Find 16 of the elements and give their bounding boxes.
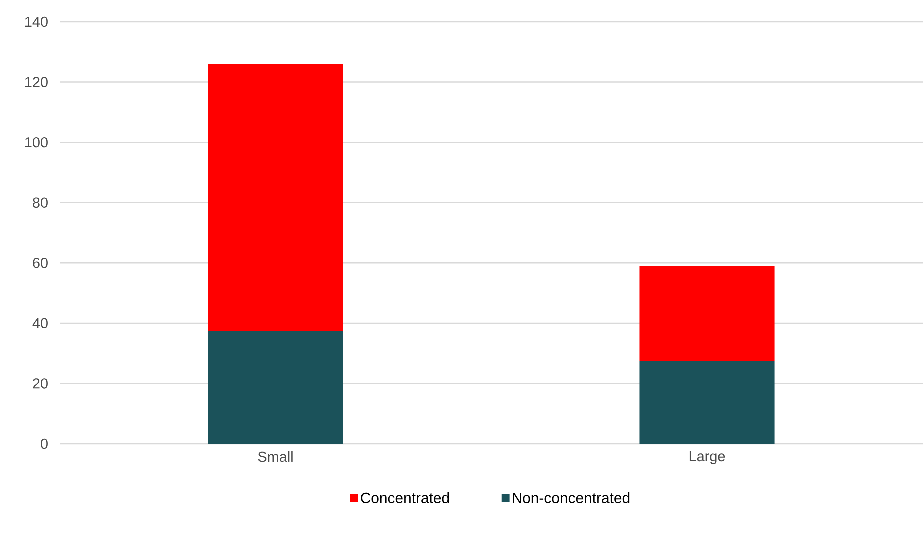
y-tick-label: 0	[41, 438, 48, 450]
y-tick-label: 20	[33, 378, 48, 389]
x-tick-label: Small	[258, 452, 293, 462]
legend-label: Non-concentrated	[513, 492, 630, 504]
bar	[640, 361, 775, 444]
y-tick-label: 140	[26, 16, 48, 28]
y-tick-label: 120	[26, 77, 48, 88]
y-tick-label: 40	[32, 318, 48, 329]
y-tick-label: 80	[33, 198, 48, 208]
bar	[640, 266, 775, 362]
y-tick-label: 100	[26, 137, 48, 148]
x-tick-label: Large	[690, 452, 726, 464]
legend-label: Concentrated	[361, 492, 450, 504]
bar	[208, 330, 344, 444]
y-tick-label: 60	[33, 258, 48, 268]
bar	[208, 64, 344, 331]
